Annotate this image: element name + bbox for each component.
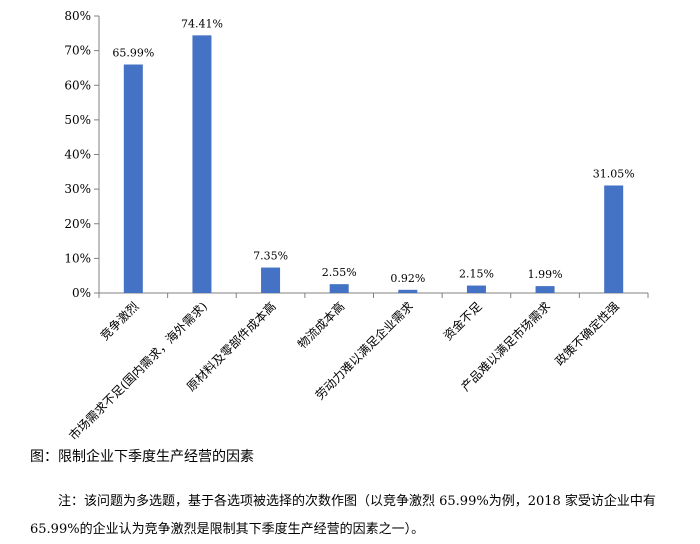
category-label: 物流成本高 xyxy=(294,299,347,352)
note-line-1: 注：该问题为多选题，基于各选项被选择的次数作图（以竞争激烈 65.99%为例，2… xyxy=(58,494,656,509)
y-tick-label: 20% xyxy=(64,217,91,231)
y-tick-label: 10% xyxy=(64,251,91,265)
data-label: 65.99% xyxy=(112,47,154,60)
data-label: 0.92% xyxy=(390,272,425,285)
category-label: 政策不确定性强 xyxy=(552,299,622,369)
data-label: 2.55% xyxy=(322,266,357,279)
data-labels: 65.99% 74.41% 7.35% 2.55% 0.92% 2.15% 1.99% 31.… xyxy=(112,17,634,284)
category-label: 市场需求不足(国内需求，海外需求) xyxy=(66,299,211,440)
y-tick-label: 30% xyxy=(64,182,91,196)
y-tick-label: 70% xyxy=(64,44,91,58)
bar xyxy=(192,35,212,293)
bar xyxy=(329,284,349,293)
bar-chart: 0% 10% 20% 30% 40% 50% 60% 70% 80% 65.99% 74.41% 7… xyxy=(64,9,649,440)
bar xyxy=(604,185,624,293)
category-label: 竞争激烈 xyxy=(98,299,142,343)
y-tick-label: 40% xyxy=(64,148,91,162)
bar xyxy=(535,286,555,293)
y-tick-label: 60% xyxy=(64,78,91,92)
data-label: 2.15% xyxy=(459,268,494,281)
figure-caption: 图：限制企业下季度生产经营的因素 xyxy=(30,449,254,465)
y-axis: 0% 10% 20% 30% 40% 50% 60% 70% 80% xyxy=(64,9,100,300)
figure-note: 注：该问题为多选题，基于各选项被选择的次数作图（以竞争激烈 65.99%为例，2… xyxy=(30,488,688,544)
y-tick-label: 0% xyxy=(72,286,91,300)
bars xyxy=(123,35,624,293)
category-label: 资金不足 xyxy=(440,299,485,344)
data-label: 7.35% xyxy=(253,250,288,263)
bar xyxy=(466,285,486,293)
data-label: 74.41% xyxy=(181,17,223,30)
bar xyxy=(261,267,281,293)
x-axis xyxy=(98,292,649,298)
y-tick-label: 50% xyxy=(64,113,91,127)
y-tick-label: 80% xyxy=(64,9,91,23)
data-label: 1.99% xyxy=(528,268,563,281)
bar xyxy=(123,64,143,293)
data-label: 31.05% xyxy=(593,167,635,180)
bar xyxy=(398,289,418,293)
note-line-2: 65.99%的企业认为竞争激烈是限制其下季度生产经营的因素之一）。 xyxy=(30,522,425,537)
